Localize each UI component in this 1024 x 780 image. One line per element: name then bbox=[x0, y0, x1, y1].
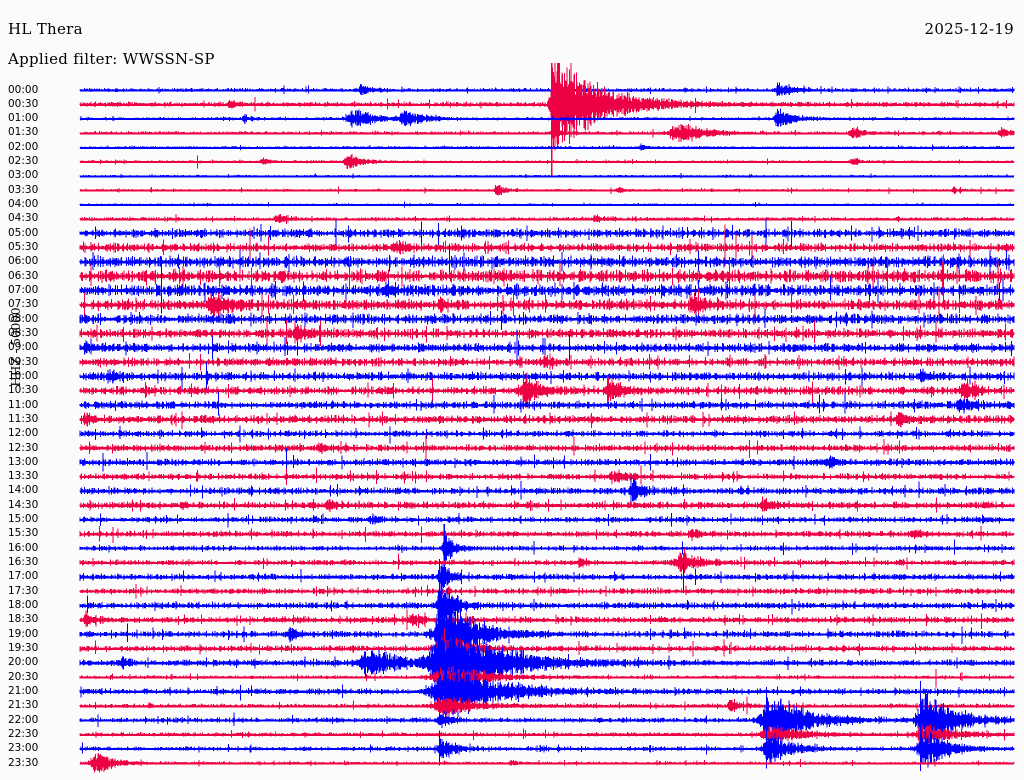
time-tick-label: 01:00 bbox=[8, 112, 39, 125]
time-tick-label: 11:30 bbox=[8, 412, 39, 425]
trace-row bbox=[79, 447, 1015, 474]
trace-row bbox=[79, 353, 1015, 371]
time-tick-label: 02:00 bbox=[8, 140, 39, 153]
time-tick-label: 17:30 bbox=[8, 584, 39, 597]
trace-row bbox=[79, 143, 1015, 151]
trace-row bbox=[79, 512, 1015, 528]
time-tick-label: 07:00 bbox=[8, 283, 39, 296]
time-tick-label: 18:00 bbox=[8, 599, 39, 612]
station-title: HL Thera bbox=[8, 20, 83, 38]
trace-row bbox=[79, 609, 1015, 631]
trace-row bbox=[79, 154, 1015, 169]
time-tick-label: 10:00 bbox=[8, 369, 39, 382]
trace-row bbox=[79, 391, 1015, 416]
time-tick-label: 06:30 bbox=[8, 269, 39, 282]
time-tick-label: 20:30 bbox=[8, 670, 39, 683]
time-tick-label: 00:30 bbox=[8, 97, 39, 110]
time-tick-label: 07:30 bbox=[8, 298, 39, 311]
trace-row bbox=[79, 371, 1015, 409]
trace-row bbox=[79, 308, 1015, 330]
trace-row bbox=[79, 496, 1015, 513]
trace-row bbox=[79, 655, 1015, 725]
time-tick-label: 16:00 bbox=[8, 541, 39, 554]
time-tick-label: 20:00 bbox=[8, 656, 39, 669]
trace-row bbox=[79, 411, 1015, 430]
time-tick-label: 19:30 bbox=[8, 641, 39, 654]
time-axis-labels: 00:00 00:30 01:00 01:30 02:00 02:30 03:00 03:30… bbox=[0, 0, 80, 780]
trace-row bbox=[79, 82, 1015, 96]
trace-row bbox=[79, 724, 1015, 772]
applied-filter-label: Applied filter: WWSSN-SP bbox=[8, 50, 215, 68]
trace-row bbox=[79, 724, 1015, 746]
trace-row bbox=[79, 362, 1015, 393]
trace-row bbox=[79, 525, 1015, 543]
time-tick-label: 11:00 bbox=[8, 398, 39, 411]
trace-row bbox=[79, 752, 1015, 773]
trace-row bbox=[79, 628, 1015, 666]
date-label: 2025-12-19 bbox=[924, 20, 1014, 38]
trace-row bbox=[79, 558, 1015, 594]
trace-row bbox=[79, 425, 1015, 444]
time-tick-label: 15:30 bbox=[8, 527, 39, 540]
time-tick-label: 12:00 bbox=[8, 427, 39, 440]
time-tick-label: 05:30 bbox=[8, 241, 39, 254]
time-tick-label: 09:30 bbox=[8, 355, 39, 368]
time-tick-label: 22:30 bbox=[8, 727, 39, 740]
trace-row bbox=[79, 477, 1015, 504]
time-tick-label: 05:00 bbox=[8, 226, 39, 239]
trace-row bbox=[79, 288, 1015, 318]
time-tick-label: 03:00 bbox=[8, 169, 39, 182]
trace-row bbox=[79, 184, 1015, 196]
trace-row bbox=[79, 108, 1015, 128]
time-tick-label: 22:00 bbox=[8, 713, 39, 726]
trace-row bbox=[79, 218, 1015, 250]
trace-row bbox=[79, 62, 1015, 178]
time-tick-label: 10:30 bbox=[8, 384, 39, 397]
time-tick-label: 01:30 bbox=[8, 126, 39, 139]
time-tick-label: 08:00 bbox=[8, 312, 39, 325]
time-tick-label: 21:30 bbox=[8, 699, 39, 712]
time-tick-label: 14:30 bbox=[8, 498, 39, 511]
trace-row bbox=[79, 465, 1015, 486]
trace-row bbox=[79, 254, 1015, 302]
time-tick-label: 16:30 bbox=[8, 556, 39, 569]
time-tick-label: 09:00 bbox=[8, 341, 39, 354]
time-tick-label: 02:30 bbox=[8, 155, 39, 168]
time-tick-label: 15:00 bbox=[8, 513, 39, 526]
time-tick-label: 23:30 bbox=[8, 756, 39, 769]
trace-row bbox=[79, 265, 1015, 314]
trace-row bbox=[79, 665, 1015, 689]
time-tick-label: 23:00 bbox=[8, 742, 39, 755]
trace-row bbox=[79, 583, 1015, 599]
time-tick-label: 18:30 bbox=[8, 613, 39, 626]
trace-row bbox=[79, 224, 1015, 266]
trace-row bbox=[79, 548, 1015, 574]
time-tick-label: 13:30 bbox=[8, 470, 39, 483]
time-tick-label: 13:00 bbox=[8, 455, 39, 468]
time-tick-label: 14:00 bbox=[8, 484, 39, 497]
time-tick-label: 21:00 bbox=[8, 684, 39, 697]
trace-row bbox=[79, 244, 1015, 279]
time-tick-label: 04:30 bbox=[8, 212, 39, 225]
time-tick-label: 03:30 bbox=[8, 183, 39, 196]
time-tick-label: 06:00 bbox=[8, 255, 39, 268]
time-tick-label: 17:00 bbox=[8, 570, 39, 583]
trace-row bbox=[79, 575, 1015, 634]
time-tick-label: 12:30 bbox=[8, 441, 39, 454]
time-tick-label: 04:00 bbox=[8, 198, 39, 211]
trace-row bbox=[79, 319, 1015, 347]
trace-row bbox=[79, 124, 1015, 142]
trace-row bbox=[79, 695, 1015, 717]
time-tick-label: 08:30 bbox=[8, 326, 39, 339]
time-tick-label: 19:00 bbox=[8, 627, 39, 640]
trace-row bbox=[79, 214, 1015, 224]
trace-row bbox=[79, 329, 1015, 362]
time-tick-label: 00:00 bbox=[8, 83, 39, 96]
trace-row bbox=[79, 172, 1015, 179]
trace-row bbox=[79, 201, 1015, 208]
trace-row bbox=[79, 434, 1015, 461]
